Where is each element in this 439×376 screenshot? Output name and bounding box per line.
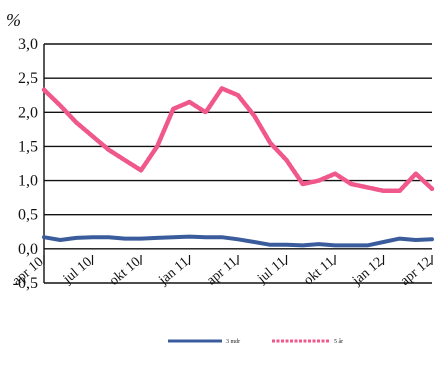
data-point xyxy=(317,242,321,246)
data-point xyxy=(58,238,62,242)
data-point xyxy=(430,238,434,241)
data-point xyxy=(366,244,369,247)
data-point xyxy=(42,88,46,91)
legend: 3 mdr 5 år xyxy=(168,338,343,345)
data-point xyxy=(252,114,256,117)
data-point xyxy=(382,189,385,193)
data-point xyxy=(398,189,401,193)
data-point xyxy=(107,236,110,239)
data-point xyxy=(155,236,159,240)
data-point xyxy=(269,243,272,246)
y-unit-label: % xyxy=(6,10,21,30)
data-point xyxy=(91,236,94,239)
y-tick-label: 1,5 xyxy=(18,138,38,155)
data-point xyxy=(42,236,46,239)
data-point xyxy=(123,237,127,240)
x-tick-label: jul 11 xyxy=(254,255,289,288)
data-point xyxy=(414,172,418,175)
data-point xyxy=(188,100,191,104)
data-point xyxy=(414,238,418,242)
legend-label: 3 mdr xyxy=(226,339,240,345)
y-tick-label: 2,0 xyxy=(18,104,38,121)
data-point xyxy=(75,236,78,240)
data-point xyxy=(139,169,143,172)
series-line-1 xyxy=(41,86,435,194)
data-point xyxy=(107,148,110,152)
data-point xyxy=(204,111,207,114)
x-axis-ticks: apr 10 jul 10 okt 10 jan 11 apr 11 jul 11 okt … xyxy=(10,255,435,289)
data-point xyxy=(220,236,224,239)
legend-label: 5 år xyxy=(334,338,343,345)
data-point xyxy=(301,182,304,186)
y-tick-label: 2,5 xyxy=(18,70,38,87)
data-point xyxy=(204,236,207,239)
data-point xyxy=(188,235,191,238)
data-point xyxy=(317,179,321,182)
data-point xyxy=(75,121,78,124)
data-point xyxy=(366,186,369,189)
data-point xyxy=(349,244,353,247)
data-point xyxy=(220,87,224,90)
y-tick-label: 0,0 xyxy=(18,241,38,258)
y-tick-label: 3,0 xyxy=(18,36,38,53)
y-tick-label: 0,5 xyxy=(18,207,38,224)
series-lines xyxy=(41,86,435,248)
data-point xyxy=(236,94,240,97)
data-point xyxy=(252,240,256,244)
data-point xyxy=(430,187,434,190)
y-axis-ticks: 3,0 2,5 2,0 1,5 1,0 0,5 0,0 -0,5 xyxy=(13,36,38,292)
data-point xyxy=(333,244,337,247)
data-point xyxy=(123,158,127,162)
data-point xyxy=(172,107,175,111)
data-point xyxy=(349,182,353,186)
data-point xyxy=(333,172,337,175)
data-point xyxy=(285,243,288,246)
data-point xyxy=(139,237,143,240)
series-line-0 xyxy=(42,234,434,248)
data-point xyxy=(285,158,288,162)
data-point xyxy=(155,145,159,148)
data-point xyxy=(301,244,304,247)
data-point xyxy=(382,240,385,244)
data-point xyxy=(91,134,94,138)
data-point xyxy=(269,141,272,145)
y-tick-label: 1,0 xyxy=(18,173,38,190)
data-point xyxy=(398,237,401,240)
data-point xyxy=(58,104,62,107)
grid xyxy=(43,43,432,284)
y-tick-label: -0,5 xyxy=(13,275,38,292)
x-tick-label: jan 12 xyxy=(349,255,386,289)
data-point xyxy=(172,236,175,239)
data-point xyxy=(236,238,240,241)
